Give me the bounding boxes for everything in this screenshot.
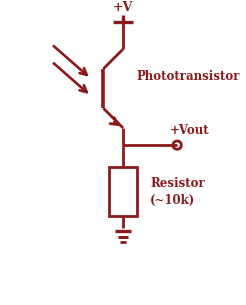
Bar xyxy=(109,167,137,217)
Text: +V: +V xyxy=(113,1,133,13)
Text: Resistor
(~10k): Resistor (~10k) xyxy=(150,177,205,207)
Text: Phototransistor: Phototransistor xyxy=(137,70,240,83)
Text: +Vout: +Vout xyxy=(170,124,209,137)
